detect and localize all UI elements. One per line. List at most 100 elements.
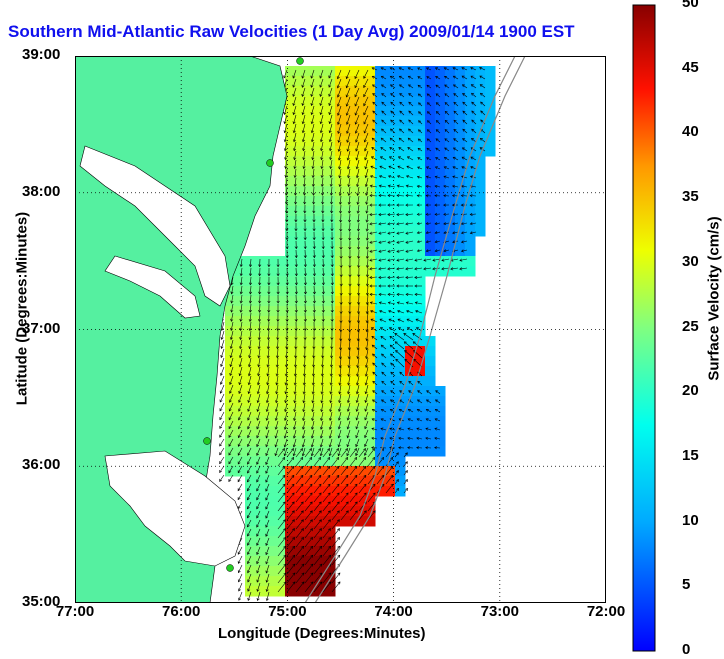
- velocity-arrowhead: [364, 391, 368, 395]
- velocity-cell: [325, 546, 336, 557]
- velocity-cell: [305, 256, 316, 267]
- velocity-arrowhead: [364, 175, 368, 179]
- velocity-arrow: [277, 339, 279, 349]
- velocity-cell: [305, 146, 316, 157]
- velocity-cell: [355, 256, 366, 267]
- velocity-arrowhead: [274, 426, 278, 430]
- velocity-arrow: [371, 147, 378, 152]
- velocity-arrowhead: [320, 183, 324, 187]
- velocity-arrowhead: [328, 554, 332, 558]
- velocity-arrowhead: [405, 284, 409, 288]
- velocity-cell: [335, 466, 346, 477]
- velocity-arrow: [367, 475, 376, 485]
- velocity-arrow: [266, 402, 270, 412]
- velocity-cell: [415, 226, 426, 237]
- velocity-arrow: [219, 393, 225, 403]
- velocity-arrowhead: [452, 184, 456, 188]
- velocity-arrow: [249, 312, 252, 322]
- velocity-arrow: [349, 222, 351, 232]
- velocity-arrow: [389, 418, 396, 422]
- velocity-arrowhead: [285, 228, 289, 232]
- velocity-arrowhead: [434, 221, 438, 226]
- velocity-arrow: [322, 501, 331, 512]
- velocity-arrowhead: [399, 119, 403, 123]
- velocity-arrowhead: [238, 588, 241, 592]
- velocity-arrow: [453, 93, 459, 98]
- velocity-cell: [225, 436, 236, 447]
- velocity-arrowhead: [311, 157, 315, 161]
- velocity-arrow: [376, 466, 385, 476]
- velocity-arrowhead: [443, 166, 447, 170]
- velocity-arrowhead: [293, 166, 297, 170]
- velocity-arrow: [470, 195, 477, 197]
- velocity-arrowhead: [228, 443, 232, 447]
- velocity-arrow: [357, 330, 360, 341]
- velocity-arrow: [337, 96, 342, 107]
- velocity-arrowhead: [311, 426, 315, 430]
- velocity-arrowhead: [338, 400, 342, 404]
- velocity-arrow: [266, 384, 270, 394]
- velocity-arrow: [367, 492, 376, 503]
- velocity-arrowhead: [434, 231, 438, 235]
- velocity-cell: [415, 396, 426, 407]
- velocity-arrowhead: [303, 309, 307, 313]
- velocity-arrowhead: [219, 469, 222, 473]
- velocity-arrowhead: [347, 210, 351, 214]
- velocity-cell: [335, 346, 346, 357]
- velocity-arrow: [250, 258, 252, 267]
- velocity-cell: [245, 456, 256, 467]
- velocity-cell: [265, 286, 276, 297]
- velocity-cell: [305, 456, 316, 467]
- velocity-cell: [235, 386, 246, 397]
- velocity-arrowhead: [294, 291, 298, 295]
- velocity-cell: [485, 86, 496, 97]
- velocity-arrowhead: [291, 448, 294, 452]
- velocity-cell: [295, 566, 306, 577]
- velocity-cell: [375, 136, 386, 147]
- velocity-arrow: [329, 447, 333, 456]
- velocity-arrow: [239, 339, 243, 349]
- velocity-arrowhead: [339, 265, 343, 269]
- velocity-arrow: [461, 222, 468, 225]
- velocity-cell: [405, 126, 416, 137]
- velocity-cell: [335, 256, 346, 267]
- velocity-cell: [375, 436, 386, 447]
- velocity-arrowhead: [356, 201, 360, 205]
- velocity-arrowhead: [452, 166, 456, 169]
- velocity-arrow: [313, 501, 322, 512]
- velocity-cell: [285, 376, 296, 387]
- velocity-cell: [315, 376, 326, 387]
- velocity-arrowhead: [330, 246, 334, 250]
- velocity-arrow: [470, 67, 477, 71]
- velocity-arrowhead: [265, 561, 269, 565]
- velocity-arrow: [266, 393, 270, 403]
- velocity-cell: [455, 66, 466, 77]
- velocity-arrow: [385, 475, 394, 485]
- velocity-arrow: [365, 402, 369, 412]
- velocity-arrow: [461, 176, 468, 179]
- velocity-cell: [225, 306, 236, 317]
- velocity-cell: [415, 196, 426, 207]
- velocity-cell: [305, 586, 316, 597]
- velocity-arrowhead: [453, 101, 457, 105]
- velocity-cell: [305, 446, 316, 457]
- velocity-arrowhead: [426, 76, 430, 79]
- velocity-arrowhead: [265, 515, 269, 519]
- velocity-arrowhead: [256, 524, 259, 528]
- velocity-arrowhead: [426, 129, 430, 133]
- velocity-arrow: [237, 474, 243, 482]
- velocity-arrow: [435, 147, 441, 152]
- velocity-arrow: [399, 409, 405, 413]
- velocity-arrowhead: [416, 436, 420, 440]
- velocity-arrow: [239, 348, 243, 358]
- velocity-arrow: [238, 582, 243, 592]
- velocity-arrow: [249, 348, 252, 358]
- velocity-arrow: [248, 366, 252, 376]
- velocity-arrowhead: [435, 120, 439, 123]
- velocity-arrowhead: [256, 426, 260, 430]
- velocity-cell: [455, 86, 466, 97]
- velocity-arrowhead: [414, 267, 418, 271]
- velocity-arrowhead: [300, 474, 304, 478]
- velocity-arrowhead: [407, 75, 411, 79]
- velocity-arrow: [397, 185, 405, 188]
